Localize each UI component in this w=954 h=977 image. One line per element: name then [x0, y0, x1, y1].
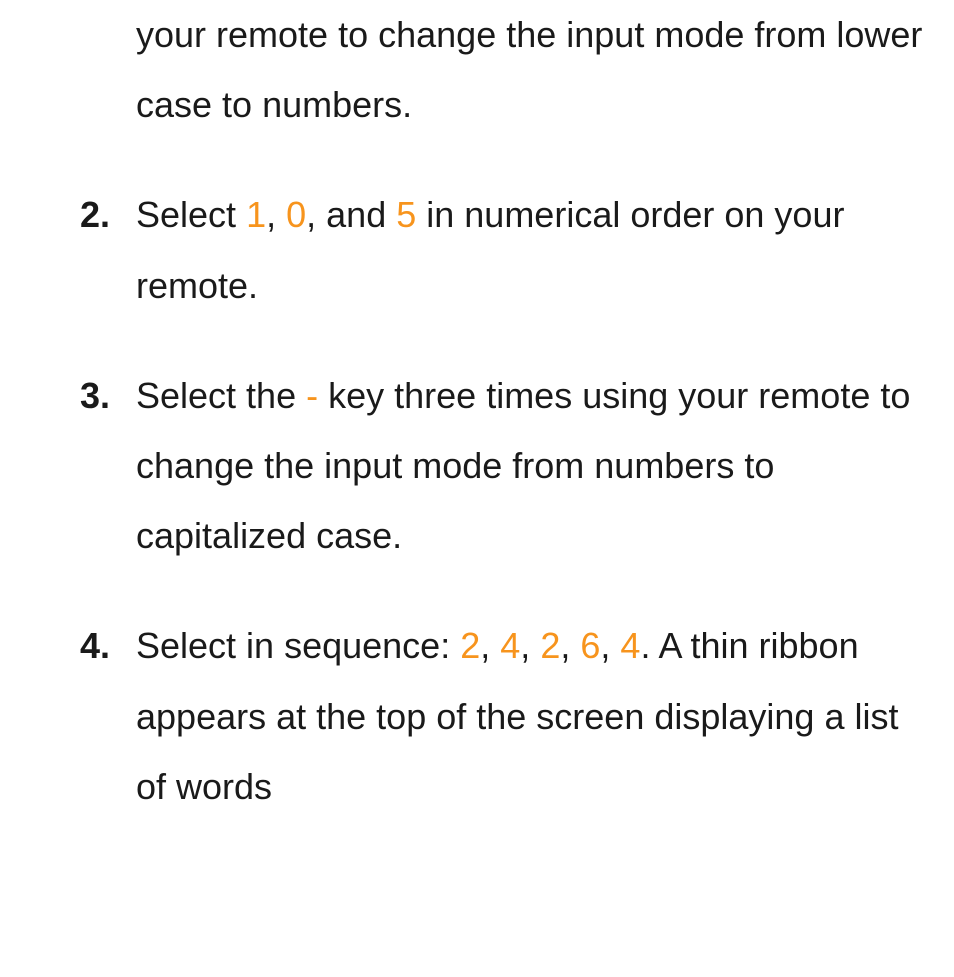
text-run: Select the	[136, 375, 306, 416]
text-run: Select	[136, 194, 246, 235]
highlighted-key: 4	[500, 625, 520, 666]
text-run: your remote to change the input mode fro…	[136, 14, 922, 125]
text-run: ,	[520, 625, 540, 666]
list-item-text: Select in sequence: 2, 4, 2, 6, 4. A thi…	[136, 625, 898, 806]
list-number: 2.	[80, 180, 110, 250]
ordered-list: your remote to change the input mode fro…	[80, 0, 924, 822]
list-item-text: Select the - key three times using your …	[136, 375, 910, 556]
list-item: 2. Select 1, 0, and 5 in numerical order …	[80, 180, 924, 320]
list-item: 4. Select in sequence: 2, 4, 2, 6, 4. A t…	[80, 611, 924, 822]
text-run: Select in sequence:	[136, 625, 460, 666]
list-number: 4.	[80, 611, 110, 681]
list-item-text: Select 1, 0, and 5 in numerical order on…	[136, 194, 844, 305]
list-number: 3.	[80, 361, 110, 431]
list-item-text: your remote to change the input mode fro…	[136, 14, 922, 125]
list-item: 3. Select the - key three times using you…	[80, 361, 924, 572]
text-run: , and	[306, 194, 396, 235]
highlighted-key: 0	[286, 194, 306, 235]
text-run: ,	[480, 625, 500, 666]
highlighted-key: 6	[580, 625, 600, 666]
highlighted-key: 2	[460, 625, 480, 666]
instruction-list-fragment: your remote to change the input mode fro…	[0, 0, 954, 822]
text-run: ,	[560, 625, 580, 666]
highlighted-key: 2	[540, 625, 560, 666]
highlighted-key: 4	[620, 625, 640, 666]
highlighted-key: 1	[246, 194, 266, 235]
highlighted-key: 5	[396, 194, 416, 235]
text-run: ,	[266, 194, 286, 235]
text-run: ,	[600, 625, 620, 666]
list-item: your remote to change the input mode fro…	[80, 0, 924, 140]
highlighted-key: -	[306, 375, 318, 416]
